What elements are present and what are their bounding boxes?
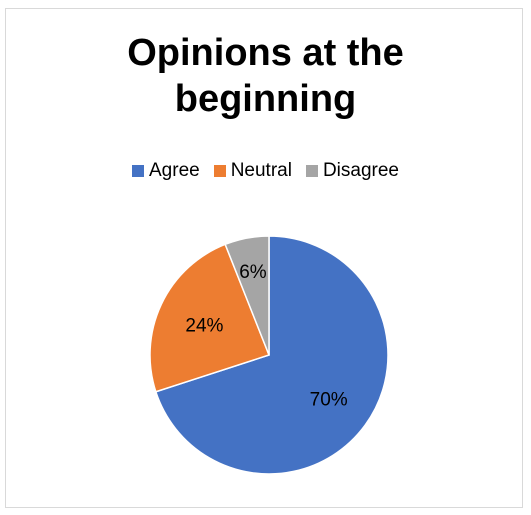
data-label-agree: 70%: [310, 389, 348, 410]
pie-slice-agree: [154, 235, 389, 475]
chart-legend: Agree Neutral Disagree: [0, 158, 531, 184]
chart-title-line-1: Opinions at the: [127, 32, 404, 74]
legend-item-neutral: Neutral: [213, 160, 292, 182]
legend-label-agree: Agree: [149, 160, 200, 181]
data-label-disagree: 6%: [239, 262, 267, 283]
legend-item-agree: Agree: [132, 160, 200, 182]
legend-label-disagree: Disagree: [322, 160, 399, 181]
legend-label-neutral: Neutral: [230, 160, 292, 181]
data-label-neutral: 24%: [185, 316, 223, 337]
legend-swatch-disagree: [305, 165, 318, 177]
legend-swatch-neutral: [213, 165, 226, 177]
chart-title-line-2: beginning: [174, 78, 357, 120]
chart-title: Opinions at the beginning: [0, 30, 531, 122]
pie-slice-disagree: [224, 235, 270, 356]
legend-item-disagree: Disagree: [305, 160, 399, 182]
legend-swatch-agree: [132, 165, 144, 177]
